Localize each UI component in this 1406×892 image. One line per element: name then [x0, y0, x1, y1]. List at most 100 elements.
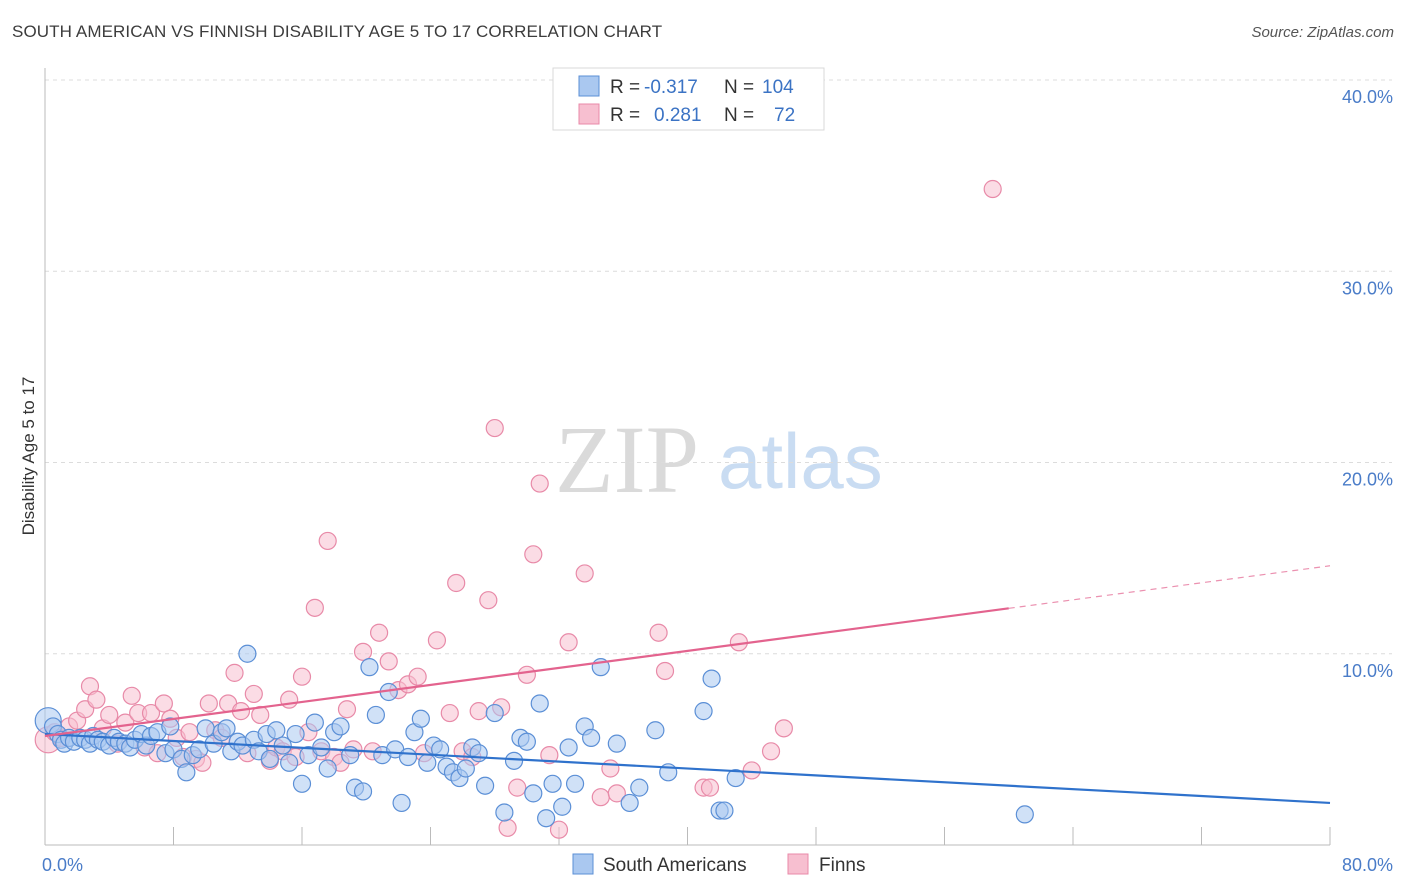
- watermark-atlas: atlas: [718, 417, 883, 505]
- finns-point: [244, 684, 263, 704]
- source-label: Source: ZipAtlas.com: [1251, 24, 1394, 41]
- south-americans-point: [607, 734, 626, 753]
- legend-r-value-2: 0.281: [654, 105, 702, 126]
- finns-point: [591, 788, 610, 807]
- legend-n-value-2: 72: [774, 105, 795, 126]
- finns-point: [742, 761, 761, 780]
- south-americans-point: [366, 705, 385, 725]
- finns-point: [655, 661, 675, 681]
- finns-trend-line: [44, 607, 1009, 738]
- y-tick-label: 30.0%: [1342, 278, 1393, 298]
- south-americans-point: [286, 724, 305, 744]
- south-americans-point: [360, 658, 379, 677]
- south-americans-point: [392, 793, 411, 813]
- finns-point: [427, 631, 447, 650]
- legend-r-value-1: -0.317: [644, 77, 698, 98]
- south-americans-point: [726, 768, 745, 788]
- legend-r-label-1: R =: [610, 77, 640, 98]
- finns-point: [292, 667, 312, 686]
- trend-lines: [44, 565, 1331, 805]
- finns-point: [225, 663, 244, 682]
- south-americans-point: [280, 753, 299, 772]
- finns-point: [154, 694, 173, 713]
- south-americans-point: [553, 797, 572, 816]
- south-americans-point: [318, 759, 337, 778]
- finns-point: [337, 700, 357, 719]
- legend-n-label-2: N =: [724, 105, 754, 126]
- watermark-zip: ZIP: [555, 406, 699, 513]
- finns-point: [469, 702, 488, 721]
- finns-point: [199, 694, 218, 713]
- finns-point: [700, 778, 720, 797]
- south-americans-point: [411, 709, 430, 728]
- finns-point: [479, 591, 498, 610]
- finns-point: [370, 623, 389, 642]
- south-americans-point: [305, 713, 324, 732]
- finns-point: [508, 778, 527, 797]
- grid: [45, 79, 1392, 655]
- south-americans-point: [398, 747, 418, 767]
- finns-point: [318, 531, 337, 551]
- finns-point: [440, 703, 459, 723]
- south-americans-point: [418, 753, 437, 772]
- finns-point: [408, 667, 427, 686]
- south-americans-point: [260, 749, 279, 769]
- bottom-legend-finns: Finns: [819, 855, 865, 876]
- top-legend: R = -0.317 N = 104 R = 0.281 N = 72: [552, 67, 825, 131]
- south-americans-point: [559, 738, 578, 757]
- tick-labels: 10.0% 20.0% 30.0% 40.0% 0.0% 80.0%: [42, 87, 1393, 875]
- south-americans-point: [469, 744, 488, 763]
- bottom-legend-south-americans: South Americans: [603, 855, 747, 876]
- south-americans-point: [504, 751, 524, 770]
- finns-point: [601, 759, 620, 778]
- finns-point: [280, 690, 299, 709]
- south-americans-point: [196, 719, 215, 738]
- x-tick-label-min: 0.0%: [42, 855, 83, 875]
- y-tick-label: 40.0%: [1342, 87, 1393, 107]
- south-americans-point: [495, 803, 514, 822]
- south-americans-point: [476, 776, 495, 795]
- finns-point: [180, 723, 199, 742]
- finns-point: [607, 784, 626, 803]
- south-americans-point: [431, 740, 450, 759]
- finns-point: [498, 818, 517, 837]
- south-americans-point: [702, 669, 721, 688]
- finns-point: [559, 633, 578, 652]
- south-americans-points: [34, 644, 1034, 828]
- south-americans-point: [485, 703, 504, 723]
- finns-point: [575, 564, 594, 583]
- finns-point: [447, 573, 466, 593]
- south-americans-point: [456, 759, 475, 778]
- finns-point: [549, 820, 569, 839]
- bottom-legend-swatch-blue: [572, 853, 594, 875]
- legend-swatch-blue: [578, 75, 600, 97]
- south-americans-point: [353, 782, 373, 801]
- finns-point: [122, 686, 141, 705]
- finns-point: [649, 623, 668, 642]
- finns-point: [379, 652, 398, 671]
- chart-title: SOUTH AMERICAN VS FINNISH DISABILITY AGE…: [12, 22, 663, 41]
- south-americans-point: [543, 774, 562, 793]
- south-americans-point: [530, 694, 549, 713]
- finns-point: [87, 690, 106, 709]
- south-americans-point: [161, 717, 180, 736]
- south-americans-point: [582, 728, 601, 748]
- finns-point: [761, 742, 781, 761]
- south-americans-point: [620, 793, 639, 813]
- south-americans-point: [646, 721, 665, 740]
- x-tick-label-max: 80.0%: [1342, 855, 1393, 875]
- south-americans-point: [1015, 805, 1034, 824]
- finns-trend-line-extension: [1008, 565, 1331, 609]
- y-axis-label: Disability Age 5 to 17: [19, 377, 38, 536]
- legend-swatch-pink: [578, 103, 600, 125]
- finns-point: [983, 179, 1002, 199]
- south-americans-point: [238, 644, 257, 663]
- south-americans-point: [517, 732, 536, 751]
- finns-point: [100, 705, 119, 725]
- south-americans-point: [715, 801, 734, 820]
- finns-point: [485, 418, 504, 438]
- y-tick-label: 20.0%: [1342, 470, 1393, 490]
- finns-point: [540, 746, 559, 765]
- south-americans-point: [524, 784, 543, 803]
